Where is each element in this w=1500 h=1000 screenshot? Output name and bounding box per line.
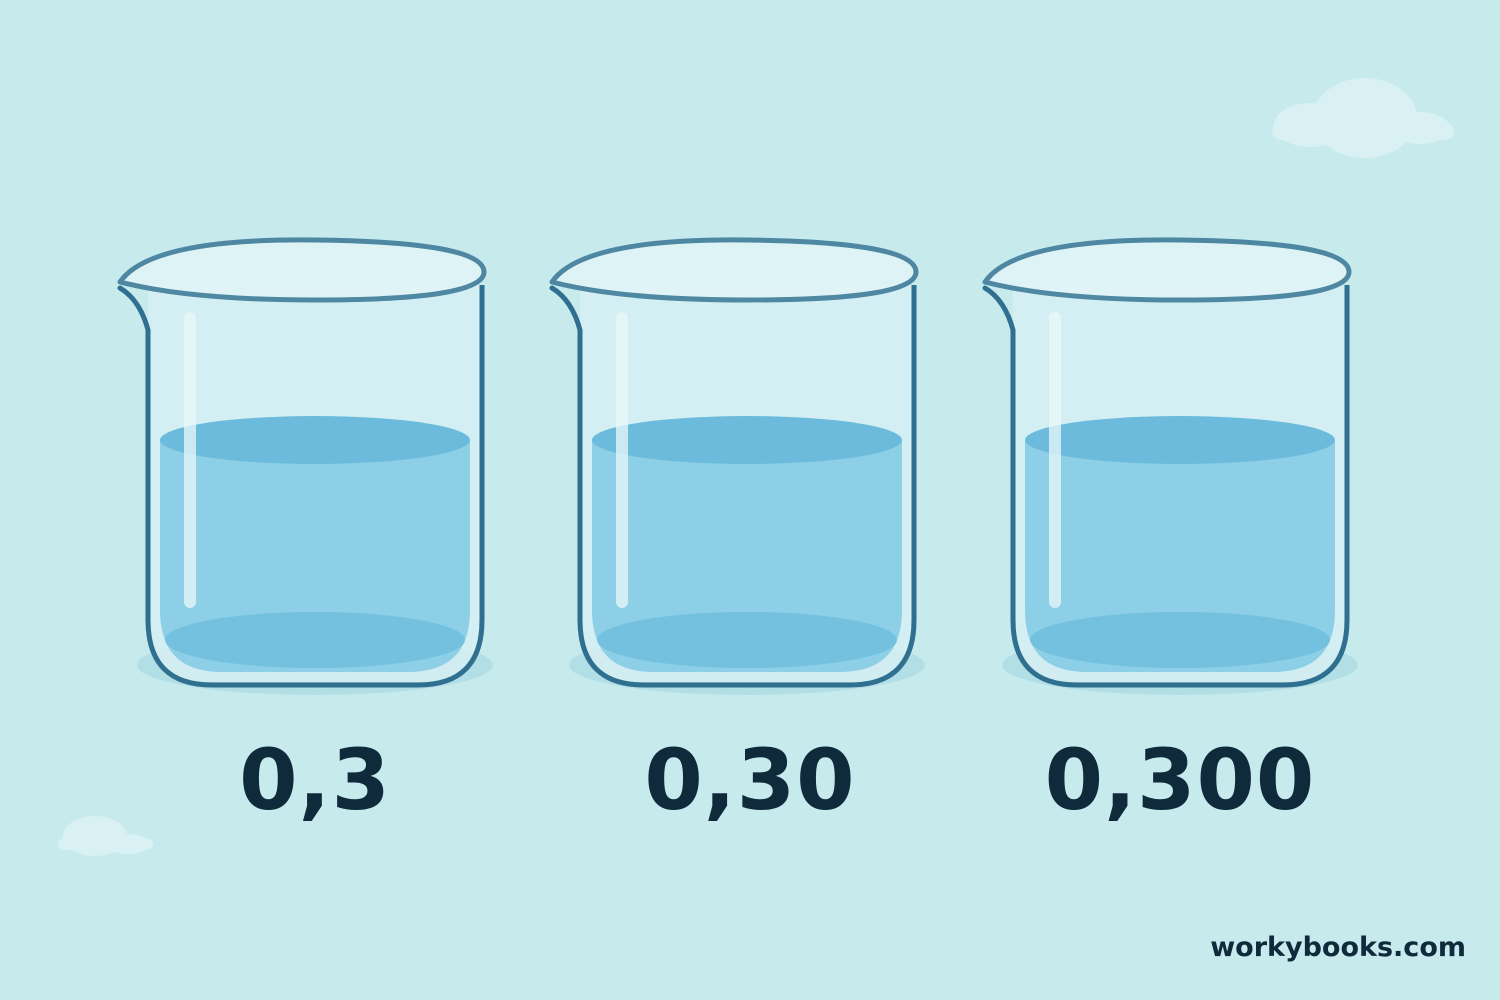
value-label-3: 0,300: [1044, 731, 1316, 829]
value-label-2: 0,30: [644, 731, 856, 829]
beaker-2: [552, 240, 925, 695]
site-watermark: workybooks.com: [1210, 932, 1466, 963]
value-label-1: 0,3: [239, 731, 391, 829]
beaker-1: [120, 240, 493, 695]
beaker-3: [985, 240, 1358, 695]
cloud-top-right: [1272, 78, 1454, 158]
cloud-bottom-left: [58, 816, 153, 856]
